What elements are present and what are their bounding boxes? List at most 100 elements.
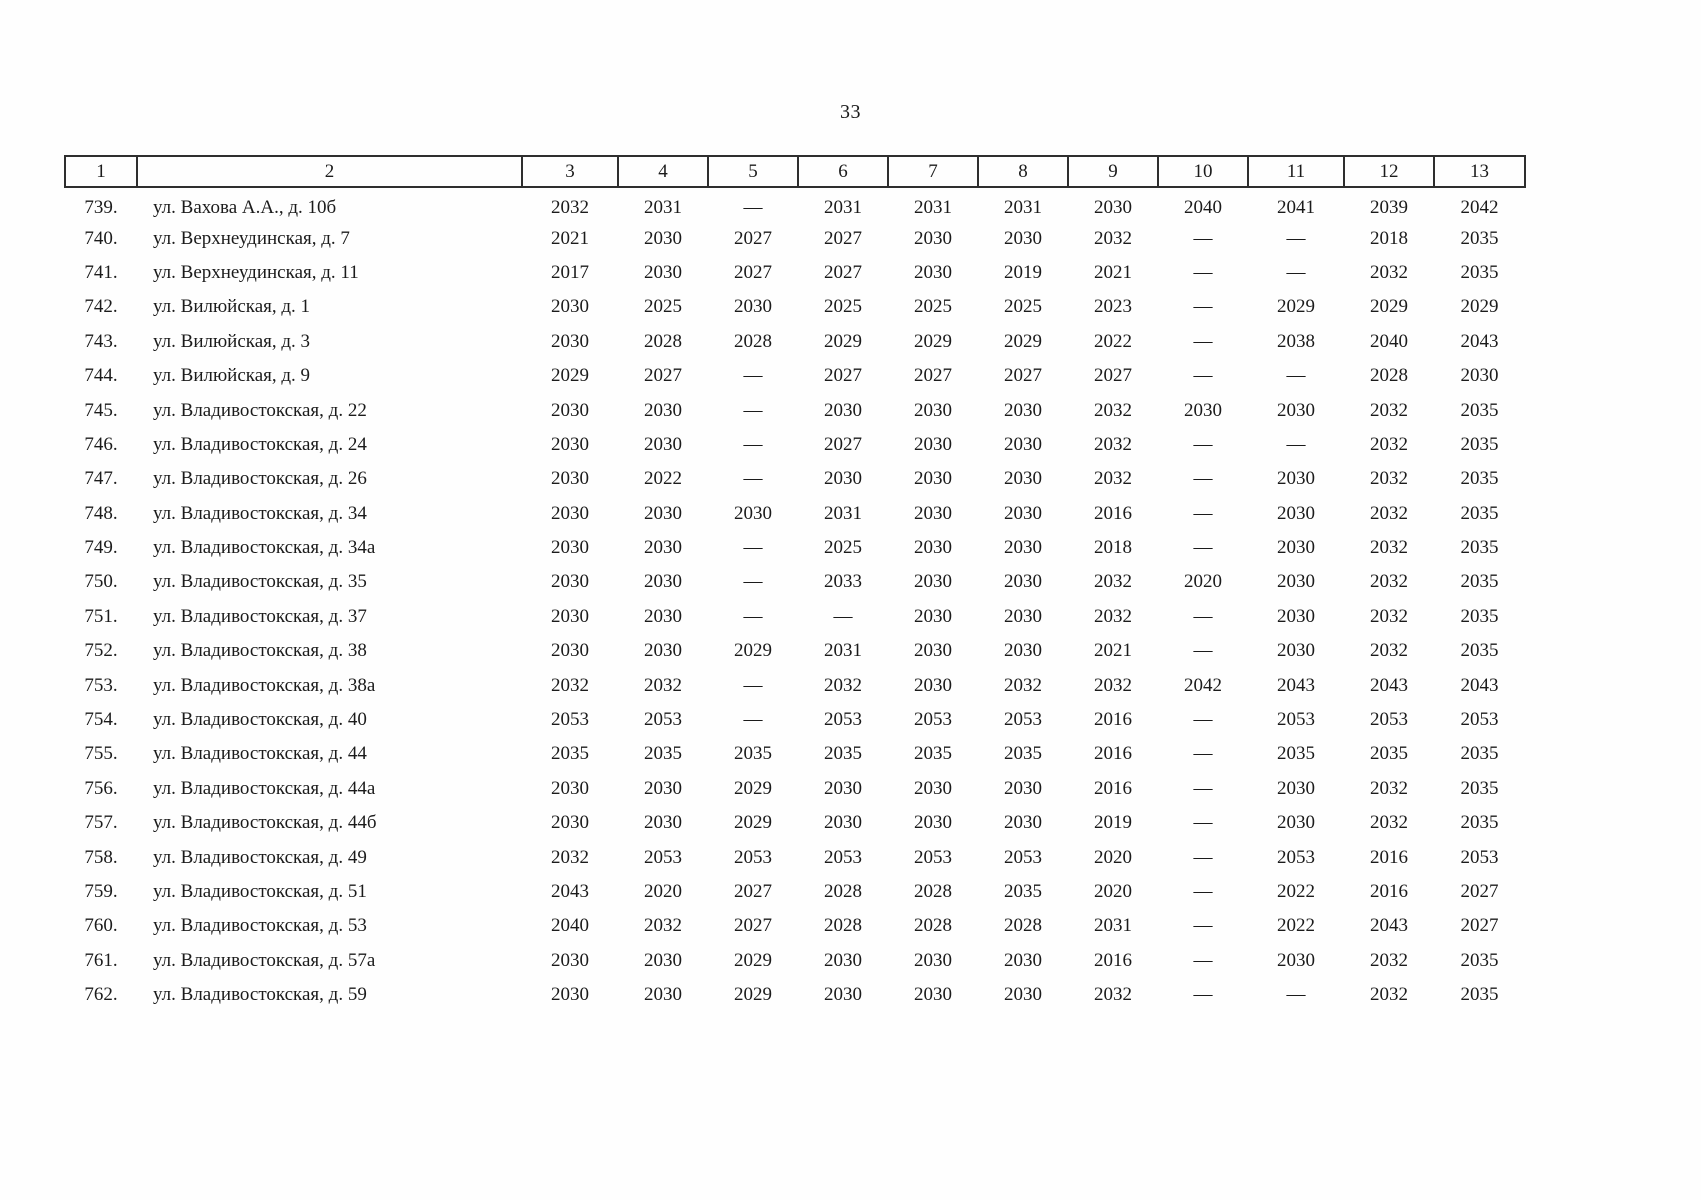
year-cell: —: [743, 196, 763, 218]
row-number: 739.: [84, 196, 118, 218]
year-cell: 2029: [734, 984, 772, 1006]
year-cell: 2030: [914, 537, 952, 559]
year-cell: 2021: [1094, 261, 1132, 283]
column-header-1: 1: [64, 155, 138, 188]
year-cell: 2053: [914, 709, 952, 731]
year-cell: 2020: [1184, 571, 1222, 593]
year-cell: —: [1193, 433, 1213, 455]
address-cell: ул. Верхнеудинская, д. 11: [153, 261, 359, 283]
year-cell: 2016: [1370, 881, 1408, 902]
year-cell: 2030: [824, 812, 862, 834]
year-cell: 2043: [1460, 330, 1499, 352]
year-cell: 2030: [644, 571, 682, 593]
table-row: 761. ул. Владивостокская, д. 57а 2030 2030 2…: [65, 944, 1525, 978]
year-cell: 2016: [1094, 743, 1132, 765]
address-cell: ул. Владивостокская, д. 34: [153, 502, 367, 524]
year-cell: 2029: [734, 640, 772, 662]
year-cell: 2027: [734, 881, 772, 902]
year-cell: 2043: [1460, 674, 1499, 696]
year-cell: 2016: [1370, 846, 1408, 868]
table-row: 741. ул. Верхнеудинская, д. 11 2017 2030 202…: [65, 256, 1525, 290]
year-cell: 2032: [1370, 812, 1408, 834]
year-cell: —: [1193, 743, 1213, 765]
year-cell: 2030: [644, 261, 682, 283]
year-cell: 2030: [1277, 605, 1315, 627]
row-number: 752.: [84, 640, 118, 662]
year-cell: 2029: [1004, 330, 1042, 352]
column-header-5: 5: [707, 155, 799, 188]
row-number: 740.: [84, 227, 118, 249]
year-cell: 2032: [1094, 674, 1132, 696]
year-cell: 2030: [824, 399, 862, 421]
year-cell: 2035: [1004, 743, 1042, 765]
year-cell: 2030: [1277, 502, 1315, 524]
table-row: 739. ул. Вахова А.А., д. 10б 2032 2031 — 2031…: [65, 187, 1525, 221]
table-row: 756. ул. Владивостокская, д. 44а 2030 2030 2…: [65, 772, 1525, 806]
address-cell: ул. Владивостокская, д. 51: [153, 881, 367, 902]
year-cell: 2035: [1277, 743, 1315, 765]
year-cell: 2053: [1370, 709, 1408, 731]
address-cell: ул. Владивостокская, д. 37: [153, 605, 367, 627]
year-cell: 2030: [1004, 571, 1042, 593]
year-cell: 2035: [644, 743, 682, 765]
table-row: 753. ул. Владивостокская, д. 38а 2032 2032 —…: [65, 668, 1525, 702]
address-cell: ул. Владивостокская, д. 24: [153, 433, 367, 455]
address-cell: ул. Владивостокская, д. 44: [153, 743, 367, 765]
year-cell: —: [743, 709, 763, 731]
year-cell: 2030: [1004, 502, 1042, 524]
year-cell: 2035: [551, 743, 589, 765]
column-header-9: 9: [1067, 155, 1159, 188]
year-cell: 2031: [1094, 915, 1132, 937]
year-cell: 2030: [1004, 433, 1042, 455]
year-cell: 2032: [1094, 984, 1132, 1006]
year-cell: —: [1193, 984, 1213, 1006]
year-cell: —: [1286, 365, 1306, 387]
year-cell: 2030: [551, 984, 589, 1006]
year-cell: 2030: [644, 605, 682, 627]
year-cell: 2030: [644, 777, 682, 799]
address-cell: ул. Вахова А.А., д. 10б: [153, 196, 337, 218]
year-cell: 2028: [734, 330, 772, 352]
year-cell: 2030: [914, 949, 952, 971]
year-cell: 2030: [1004, 468, 1042, 490]
year-cell: 2035: [1460, 399, 1499, 421]
year-cell: 2030: [914, 502, 952, 524]
column-header-6: 6: [797, 155, 889, 188]
year-cell: 2028: [914, 881, 952, 902]
year-cell: 2027: [824, 365, 862, 387]
year-cell: 2016: [1094, 709, 1132, 731]
table-row: 750. ул. Владивостокская, д. 35 2030 2030 — 2…: [65, 565, 1525, 599]
year-cell: 2029: [824, 330, 862, 352]
year-cell: 2031: [914, 196, 952, 218]
year-cell: 2027: [824, 261, 862, 283]
year-cell: 2035: [1460, 571, 1499, 593]
row-number: 743.: [84, 330, 118, 352]
year-cell: 2032: [824, 674, 862, 696]
row-number: 742.: [84, 296, 118, 318]
column-header-8: 8: [977, 155, 1069, 188]
year-cell: 2030: [914, 227, 952, 249]
year-cell: 2053: [734, 846, 772, 868]
year-cell: 2022: [1094, 330, 1132, 352]
year-cell: 2025: [824, 296, 862, 318]
year-cell: 2022: [1277, 881, 1315, 902]
year-cell: —: [833, 605, 853, 627]
year-cell: 2035: [1460, 261, 1499, 283]
year-cell: —: [1286, 433, 1306, 455]
year-cell: 2030: [824, 777, 862, 799]
year-cell: 2025: [644, 296, 682, 318]
address-cell: ул. Владивостокская, д. 26: [153, 468, 367, 490]
year-cell: 2030: [1184, 399, 1222, 421]
table-row: 755. ул. Владивостокская, д. 44 2035 2035 20…: [65, 737, 1525, 771]
year-cell: 2020: [644, 881, 682, 902]
year-cell: 2028: [1004, 915, 1042, 937]
year-cell: 2032: [1370, 640, 1408, 662]
address-cell: ул. Владивостокская, д. 53: [153, 915, 367, 937]
address-cell: ул. Владивостокская, д. 57а: [153, 949, 376, 971]
year-cell: 2030: [644, 502, 682, 524]
year-cell: —: [1193, 640, 1213, 662]
year-cell: 2032: [1094, 399, 1132, 421]
year-cell: 2022: [1277, 915, 1315, 937]
address-cell: ул. Владивостокская, д. 22: [153, 399, 367, 421]
year-cell: 2030: [551, 399, 589, 421]
